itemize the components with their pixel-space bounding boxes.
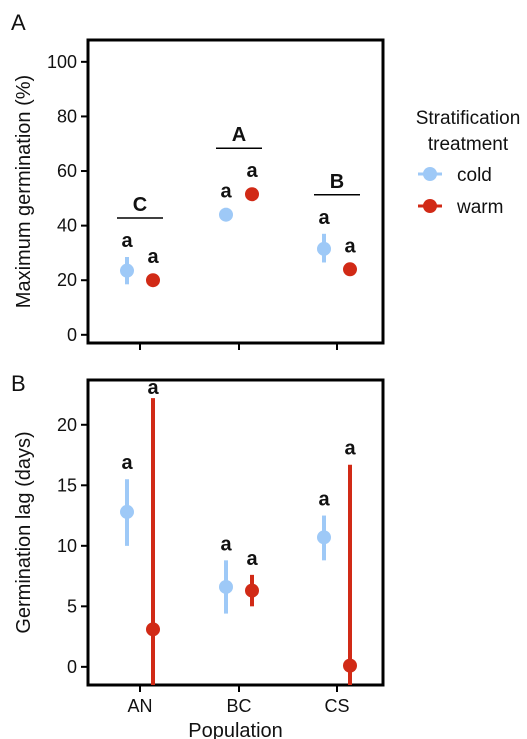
point-warm: [343, 658, 357, 673]
y-axis-title: Germination lag (days): [13, 431, 35, 633]
significance-letter: a: [220, 181, 232, 203]
x-tick-label: AN: [127, 696, 152, 716]
significance-letter: a: [147, 246, 159, 268]
legend-marker-warm: [423, 199, 437, 213]
x-axis-title: Population: [188, 720, 283, 739]
panel-b: B 0 5 10 15 20 Germination lag (days) AN BC CS Pop…: [11, 371, 385, 739]
y-tick-label: 20: [57, 415, 77, 435]
plot-frame: [86, 378, 385, 687]
significance-letter: a: [246, 548, 258, 570]
point-cold: [120, 263, 134, 278]
x-tick-label: CS: [324, 696, 349, 716]
significance-letter: a: [147, 377, 159, 399]
significance-letter: a: [318, 489, 330, 511]
y-tick-label: 5: [67, 596, 77, 616]
significance-letter: a: [344, 235, 356, 257]
legend-title: treatment: [428, 134, 509, 155]
significance-letter: a: [121, 452, 133, 474]
y-tick-label: 20: [57, 270, 77, 290]
panel-letter: A: [11, 10, 26, 35]
y-axis-title: Maximum germination (%): [13, 75, 35, 308]
y-tick-label: 40: [57, 216, 77, 236]
x-tick-label: BC: [226, 696, 251, 716]
legend-title: Stratification: [416, 108, 521, 129]
point-warm: [245, 187, 259, 202]
y-tick-label: 15: [57, 475, 77, 495]
significance-letter: a: [318, 207, 330, 229]
panel-letter: B: [11, 371, 26, 396]
y-tick-label: 0: [67, 657, 77, 677]
point-warm: [146, 273, 160, 288]
legend-marker-cold: [423, 167, 437, 181]
plot-frame: [86, 38, 385, 345]
point-cold: [317, 241, 331, 256]
point-cold: [219, 579, 233, 594]
point-cold: [317, 530, 331, 545]
point-warm: [343, 262, 357, 277]
y-tick-label: 10: [57, 536, 77, 556]
legend-label-cold: cold: [457, 165, 492, 186]
legend: Stratification treatment cold warm: [416, 108, 521, 218]
point-warm: [146, 622, 160, 637]
group-letter: C: [133, 194, 147, 216]
point-warm: [245, 583, 259, 598]
y-tick-label: 100: [47, 52, 77, 72]
legend-label-warm: warm: [456, 197, 503, 218]
y-tick-label: 60: [57, 161, 77, 181]
point-cold: [219, 207, 233, 222]
group-letter: B: [330, 171, 344, 193]
significance-letter: a: [121, 230, 133, 252]
significance-letter: a: [246, 160, 258, 182]
group-letter: A: [232, 124, 246, 146]
y-tick-label: 80: [57, 106, 77, 126]
significance-letter: a: [344, 438, 356, 460]
y-tick-label: 0: [67, 325, 77, 345]
point-cold: [120, 504, 134, 519]
significance-letter: a: [220, 533, 232, 555]
